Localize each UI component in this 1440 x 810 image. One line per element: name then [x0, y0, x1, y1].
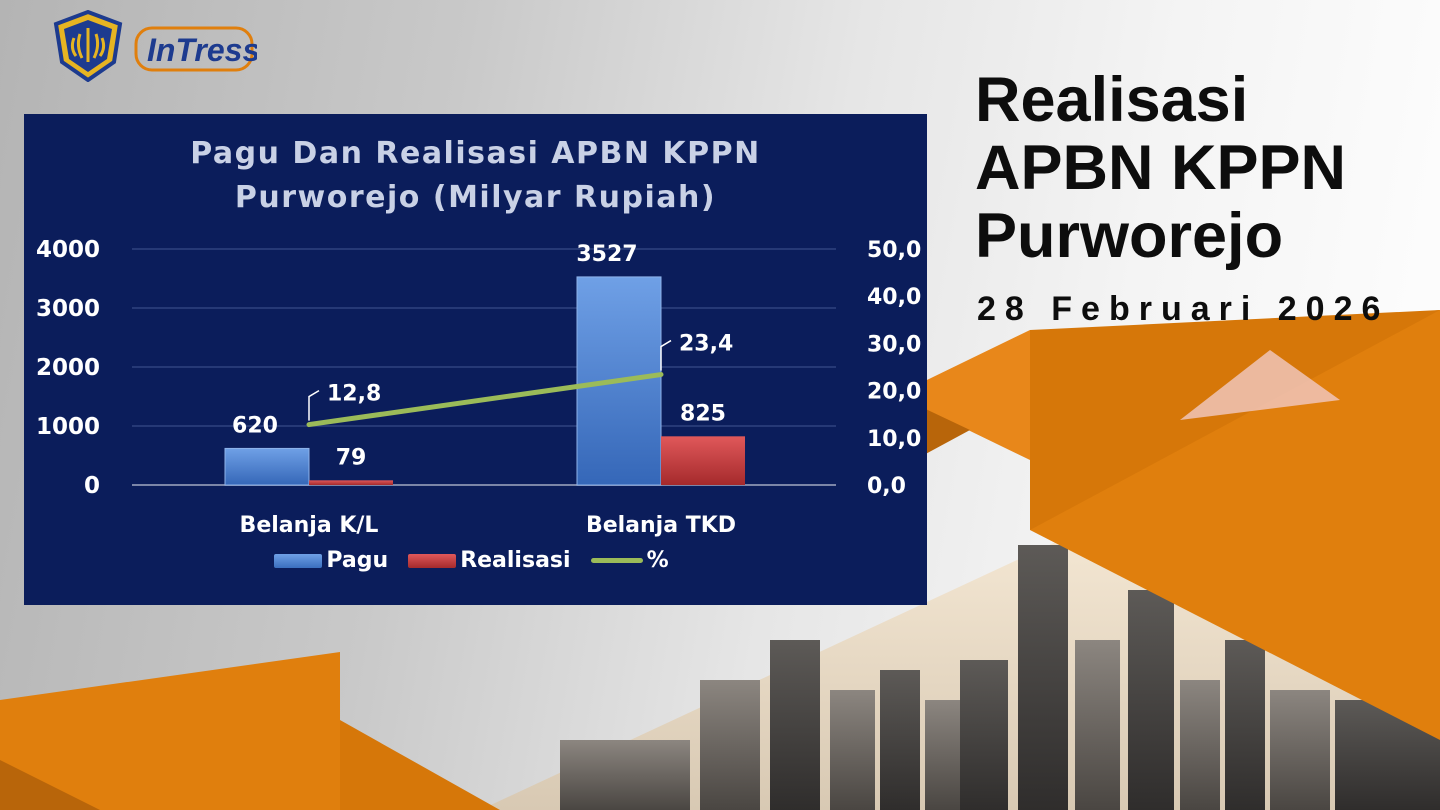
legend-label-percent: %: [646, 548, 669, 573]
percent-leader-line: [308, 389, 320, 421]
title-line-3: Purworejo: [975, 201, 1284, 271]
chart-panel: 0 1000 2000 3000 4000 0,0 10,0 20,0 30,0 40,0 50,0…: [24, 114, 927, 605]
y-right-tick-label: 40,0: [867, 285, 921, 310]
data-label-pagu: 620: [232, 413, 278, 438]
y-right-tick-label: 0,0: [867, 474, 906, 499]
bar-pagu: [224, 447, 310, 486]
report-date: 28 Februari 2026: [977, 290, 1390, 328]
data-label-pagu: 3527: [576, 242, 637, 267]
line-percent: [306, 372, 664, 428]
y-right-tick-label: 50,0: [867, 238, 921, 263]
chart-title-line-1: Pagu Dan Realisasi APBN KPPN: [190, 136, 761, 171]
page-title: Realisasi APBN KPPN Purworejo: [975, 66, 1415, 270]
data-label-realisasi: 79: [336, 445, 367, 470]
title-line-1: Realisasi: [975, 65, 1249, 135]
data-label-percent: 12,8: [327, 382, 381, 407]
x-category-label: Belanja K/L: [240, 513, 379, 538]
legend-swatch-pagu: [274, 553, 323, 568]
chart-legend: Pagu Realisasi %: [24, 548, 927, 573]
bar-realisasi: [309, 480, 393, 485]
chart-title: Pagu Dan Realisasi APBN KPPN Purworejo (…: [24, 132, 927, 220]
legend-item-realisasi: Realisasi: [408, 548, 571, 573]
orange-shapes: [0, 310, 1440, 810]
legend-swatch-realisasi: [408, 553, 457, 568]
legend-label-realisasi: Realisasi: [460, 548, 571, 573]
chart-title-line-2: Purworejo (Milyar Rupiah): [234, 180, 717, 215]
y-left-tick-label: 3000: [36, 296, 100, 322]
percent-leader-line: [660, 339, 672, 371]
y-right-tick-label: 10,0: [867, 427, 921, 452]
title-line-2: APBN KPPN: [975, 133, 1347, 203]
bar-realisasi: [661, 436, 745, 485]
legend-item-percent: %: [590, 548, 669, 573]
x-category-label: Belanja TKD: [586, 513, 736, 538]
legend-label-pagu: Pagu: [326, 548, 389, 573]
intress-logo: InTress: [134, 26, 257, 72]
data-label-realisasi: 825: [680, 401, 726, 426]
data-label-percent: 23,4: [679, 332, 733, 357]
y-left-tick-label: 0: [84, 473, 100, 499]
y-left-tick-label: 1000: [36, 414, 100, 440]
y-left-tick-label: 4000: [36, 237, 100, 263]
chart-plot: 0 1000 2000 3000 4000 0,0 10,0 20,0 30,0 40,0 50,0…: [36, 237, 921, 538]
y-left-tick-label: 2000: [36, 355, 100, 381]
legend-item-pagu: Pagu: [274, 548, 388, 573]
kemenkeu-logo: [53, 10, 123, 82]
y-right-tick-label: 20,0: [867, 380, 921, 405]
y-right-tick-label: 30,0: [867, 332, 921, 357]
legend-swatch-percent: [590, 558, 643, 563]
svg-text:InTress: InTress: [147, 32, 257, 68]
